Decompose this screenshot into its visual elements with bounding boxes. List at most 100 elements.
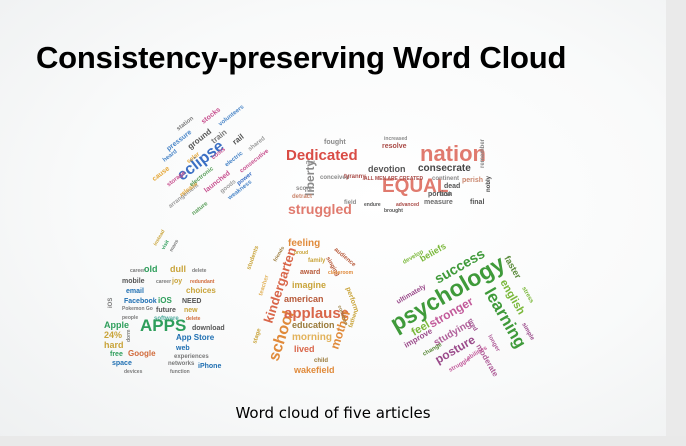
- word-cloud-word: software: [154, 316, 179, 322]
- word-cloud-word: delete: [192, 268, 207, 274]
- word-cloud-word: email: [126, 288, 144, 295]
- word-cloud-word: experiences: [174, 354, 209, 360]
- slide-right-edge: [666, 0, 686, 446]
- word-cloud-word: lived: [294, 344, 315, 354]
- word-cloud-word: cause: [151, 165, 171, 183]
- word-cloud-word: measure: [424, 199, 453, 206]
- word-cloud-word: wakefield: [293, 365, 335, 375]
- word-cloud-word: fought: [324, 139, 346, 146]
- word-cloud-word: applause: [284, 305, 349, 322]
- word-cloud-word: devotion: [368, 164, 406, 174]
- word-cloud-word: redundant: [190, 279, 215, 285]
- word-cloud-applause: feeling proud students kindergarten scho…: [246, 238, 360, 375]
- word-cloud-word: feeling: [288, 238, 320, 249]
- word-cloud-word: free: [110, 351, 123, 358]
- word-cloud-word: dorm: [126, 329, 132, 342]
- word-cloud-word: field: [344, 200, 357, 206]
- word-cloud-word: iPhone: [198, 363, 221, 370]
- word-cloud-word: mans: [169, 238, 181, 253]
- word-cloud-word: advanced: [396, 202, 419, 208]
- word-cloud-word: nation: [420, 141, 486, 166]
- word-cloud-word: dull: [170, 264, 186, 274]
- word-cloud-word: hard: [104, 340, 124, 350]
- word-cloud-word: old: [144, 264, 158, 274]
- word-cloud-word: increased: [384, 136, 407, 142]
- word-cloud-word: conceived: [320, 175, 350, 181]
- word-cloud-word: consecutive: [239, 148, 271, 174]
- word-cloud-eclipse: pressure eclipse cause arrangement groun…: [151, 104, 271, 217]
- word-cloud-word: stage: [252, 327, 263, 344]
- word-cloud-word: consecrate: [418, 163, 471, 174]
- word-cloud-word: future: [156, 307, 176, 314]
- word-cloud-word: station: [176, 115, 195, 132]
- word-cloud-word: imagine: [292, 280, 326, 290]
- word-cloud-word: iOS: [158, 296, 172, 305]
- word-cloud-word: delete: [186, 316, 201, 322]
- word-cloud-word: met: [306, 160, 315, 166]
- word-cloud-word: Pokemon Go: [122, 306, 153, 312]
- word-cloud-word: download: [192, 325, 225, 332]
- word-cloud-word: endure: [364, 202, 381, 208]
- word-cloud-word: child: [314, 358, 328, 364]
- word-cloud-word: function: [170, 369, 190, 375]
- word-cloud-word: joy: [171, 278, 182, 285]
- word-cloud-word: liberty: [303, 160, 317, 196]
- slide-bottom-edge: [0, 436, 686, 446]
- word-cloud-word: dead: [444, 183, 460, 190]
- word-cloud-word: nobly: [486, 175, 492, 192]
- slide-caption: Word cloud of five articles: [235, 404, 431, 422]
- word-cloud-word: rail: [231, 132, 246, 146]
- word-cloud-word: tired: [466, 318, 478, 333]
- word-cloud-word: NEED: [182, 298, 201, 305]
- word-cloud-word: longer: [486, 334, 501, 353]
- word-cloud-word: devices: [124, 369, 143, 375]
- word-cloud-word: beliefs: [418, 241, 448, 264]
- word-cloud-apps: instead visit mans career old dull delet…: [104, 229, 225, 375]
- word-cloud-word: award: [300, 269, 320, 276]
- word-cloud-word: brought: [384, 208, 403, 214]
- word-cloud-word: father: [348, 310, 359, 328]
- word-cloud-word: family: [308, 258, 326, 264]
- word-cloud-word: people: [122, 315, 138, 321]
- word-cloud-word: Apple: [104, 320, 129, 330]
- word-cloud-word: classroom: [328, 270, 354, 276]
- word-cloud-word: education: [292, 320, 335, 330]
- word-cloud-word: APPS: [140, 316, 186, 335]
- word-cloud-word: EQUAL: [382, 176, 449, 197]
- word-cloud-word: audience: [333, 247, 357, 269]
- word-cloud-word: ALL MEN ARE CREATED: [364, 176, 423, 182]
- word-cloud-psychology: develop beliefs success ultimately psych…: [386, 241, 536, 379]
- word-cloud-word: remember: [480, 138, 486, 168]
- word-cloud-word: morning: [292, 332, 332, 343]
- word-cloud-word: resolve: [382, 143, 407, 150]
- word-cloud-word: task: [440, 192, 453, 198]
- word-cloud-word: choices: [186, 286, 216, 295]
- word-cloud-word: perish: [462, 177, 483, 184]
- word-cloud-word: nature: [191, 201, 210, 217]
- word-cloud-word: detract: [292, 194, 312, 200]
- word-cloud-word: final: [470, 199, 484, 206]
- word-cloud-word: networks: [168, 361, 195, 367]
- word-cloud-word: career: [156, 279, 171, 285]
- word-cloud-word: iOS: [108, 298, 114, 308]
- word-cloud-word: score: [296, 186, 313, 192]
- word-cloud-word: continent: [432, 176, 459, 182]
- word-cloud-word: App Store: [176, 333, 215, 342]
- word-cloud-word: new: [184, 307, 198, 314]
- word-cloud-word: Google: [128, 349, 156, 358]
- word-cloud-word: electric: [224, 150, 245, 168]
- word-cloud-word: Facebook: [124, 298, 157, 305]
- word-cloud-word: tyranny: [344, 174, 366, 180]
- word-cloud-word: proud: [294, 250, 308, 256]
- word-cloud-word: mobile: [122, 278, 145, 285]
- word-cloud-word: students: [246, 245, 260, 271]
- word-cloud-word: space: [112, 360, 132, 367]
- word-cloud-word: struggled: [288, 201, 352, 217]
- slide-title: Consistency-preserving Word Cloud: [36, 40, 567, 75]
- word-cloud-word: career: [130, 268, 145, 274]
- word-cloud-word: web: [175, 345, 190, 352]
- word-cloud-word: 24%: [104, 330, 122, 340]
- word-cloud-word: volunteers: [218, 104, 246, 128]
- word-cloud-word: Dedicated: [286, 147, 358, 164]
- word-cloud-equal: Dedicated struggled EQUAL nation consecr…: [286, 136, 492, 217]
